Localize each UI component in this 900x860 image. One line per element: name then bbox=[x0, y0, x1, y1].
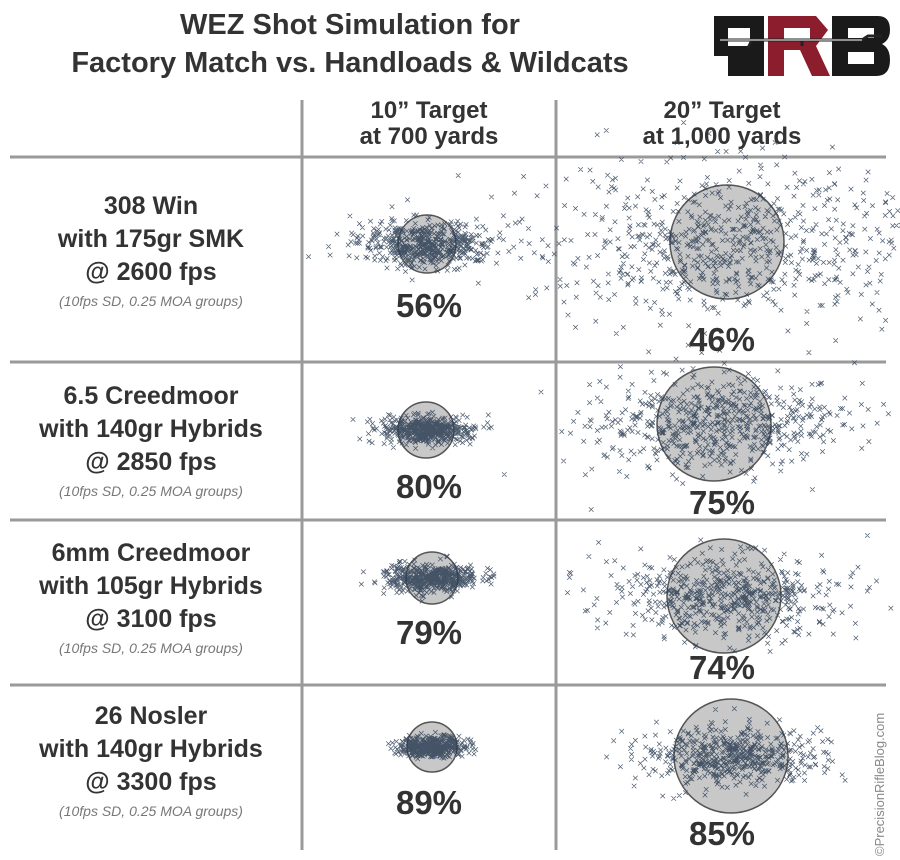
row-cartridge: 6.5 Creedmoor bbox=[63, 382, 239, 410]
column-header-line-1: 10” Target bbox=[370, 97, 488, 124]
scatter-cell-26n-10in bbox=[385, 721, 479, 773]
hit-pct-26n-20in: 85% bbox=[688, 815, 756, 852]
shot-markers bbox=[604, 706, 848, 802]
row-note: (10fps SD, 0.25 MOA groups) bbox=[59, 293, 243, 309]
row-label-6-5-creedmoor: 6.5 Creedmoor with 140gr Hybrids @ 2850 … bbox=[0, 380, 302, 499]
row-label-308-win: 308 Win with 175gr SMK @ 2600 fps (10fps… bbox=[0, 190, 302, 309]
prb-logo bbox=[714, 16, 890, 78]
scatter-cell-6cm-20in bbox=[564, 532, 894, 654]
column-header-20in: 20” Target at 1,000 yards bbox=[557, 98, 887, 150]
shot-markers bbox=[501, 347, 891, 513]
scatter-cell-65cm-10in bbox=[350, 401, 494, 459]
row-note: (10fps SD, 0.25 MOA groups) bbox=[59, 640, 243, 656]
row-bullet: with 175gr SMK bbox=[57, 225, 245, 253]
shot-markers bbox=[564, 532, 894, 654]
scatter-cell-26n-20in bbox=[604, 698, 848, 814]
hit-pct-65cm-10in: 80% bbox=[395, 468, 463, 505]
hit-pct-308-10in: 56% bbox=[395, 287, 463, 324]
row-velocity: @ 3100 fps bbox=[85, 605, 217, 633]
shot-markers bbox=[358, 553, 497, 604]
row-bullet: with 140gr Hybrids bbox=[39, 415, 263, 443]
scatter-cell-65cm-20in bbox=[501, 347, 891, 513]
row-bullet: with 105gr Hybrids bbox=[39, 572, 263, 600]
target-circle bbox=[666, 538, 782, 654]
column-header-10in: 10” Target at 700 yards bbox=[303, 98, 555, 150]
row-label-6mm-creedmoor: 6mm Creedmoor with 105gr Hybrids @ 3100 … bbox=[0, 537, 302, 656]
hit-pct-6cm-10in: 79% bbox=[395, 614, 463, 651]
chart-title: WEZ Shot Simulation for Factory Match vs… bbox=[0, 6, 700, 82]
hit-pct-26n-10in: 89% bbox=[395, 784, 463, 821]
hit-pct-65cm-20in: 75% bbox=[688, 484, 756, 521]
hit-pct-308-20in: 46% bbox=[688, 321, 756, 358]
column-header-line-1: 20” Target bbox=[663, 97, 781, 124]
hit-pct-6cm-20in: 74% bbox=[688, 649, 756, 686]
shot-markers bbox=[367, 120, 900, 356]
shot-markers bbox=[306, 197, 537, 283]
scatter-cell-308-20in bbox=[367, 120, 900, 356]
row-note: (10fps SD, 0.25 MOA groups) bbox=[59, 803, 243, 819]
column-header-line-2: at 1,000 yards bbox=[642, 123, 802, 150]
row-cartridge: 6mm Creedmoor bbox=[51, 539, 251, 567]
row-cartridge: 26 Nosler bbox=[94, 702, 208, 730]
row-velocity: @ 3300 fps bbox=[85, 768, 217, 796]
scatter-cell-6cm-10in bbox=[358, 551, 497, 605]
title-line-2: Factory Match vs. Handloads & Wildcats bbox=[71, 47, 629, 79]
row-velocity: @ 2850 fps bbox=[85, 448, 217, 476]
row-note: (10fps SD, 0.25 MOA groups) bbox=[59, 483, 243, 499]
row-cartridge: 308 Win bbox=[103, 192, 199, 220]
row-velocity: @ 2600 fps bbox=[85, 258, 217, 286]
row-label-26-nosler: 26 Nosler with 140gr Hybrids @ 3300 fps … bbox=[0, 700, 302, 819]
copyright-text: ©PrecisionRifleBlog.com bbox=[872, 712, 887, 856]
row-bullet: with 140gr Hybrids bbox=[39, 735, 263, 763]
title-line-1: WEZ Shot Simulation for bbox=[180, 9, 520, 41]
column-header-line-2: at 700 yards bbox=[359, 123, 499, 150]
shot-markers bbox=[350, 409, 494, 451]
shot-markers bbox=[385, 729, 479, 762]
scatter-cell-308-10in bbox=[306, 197, 537, 283]
